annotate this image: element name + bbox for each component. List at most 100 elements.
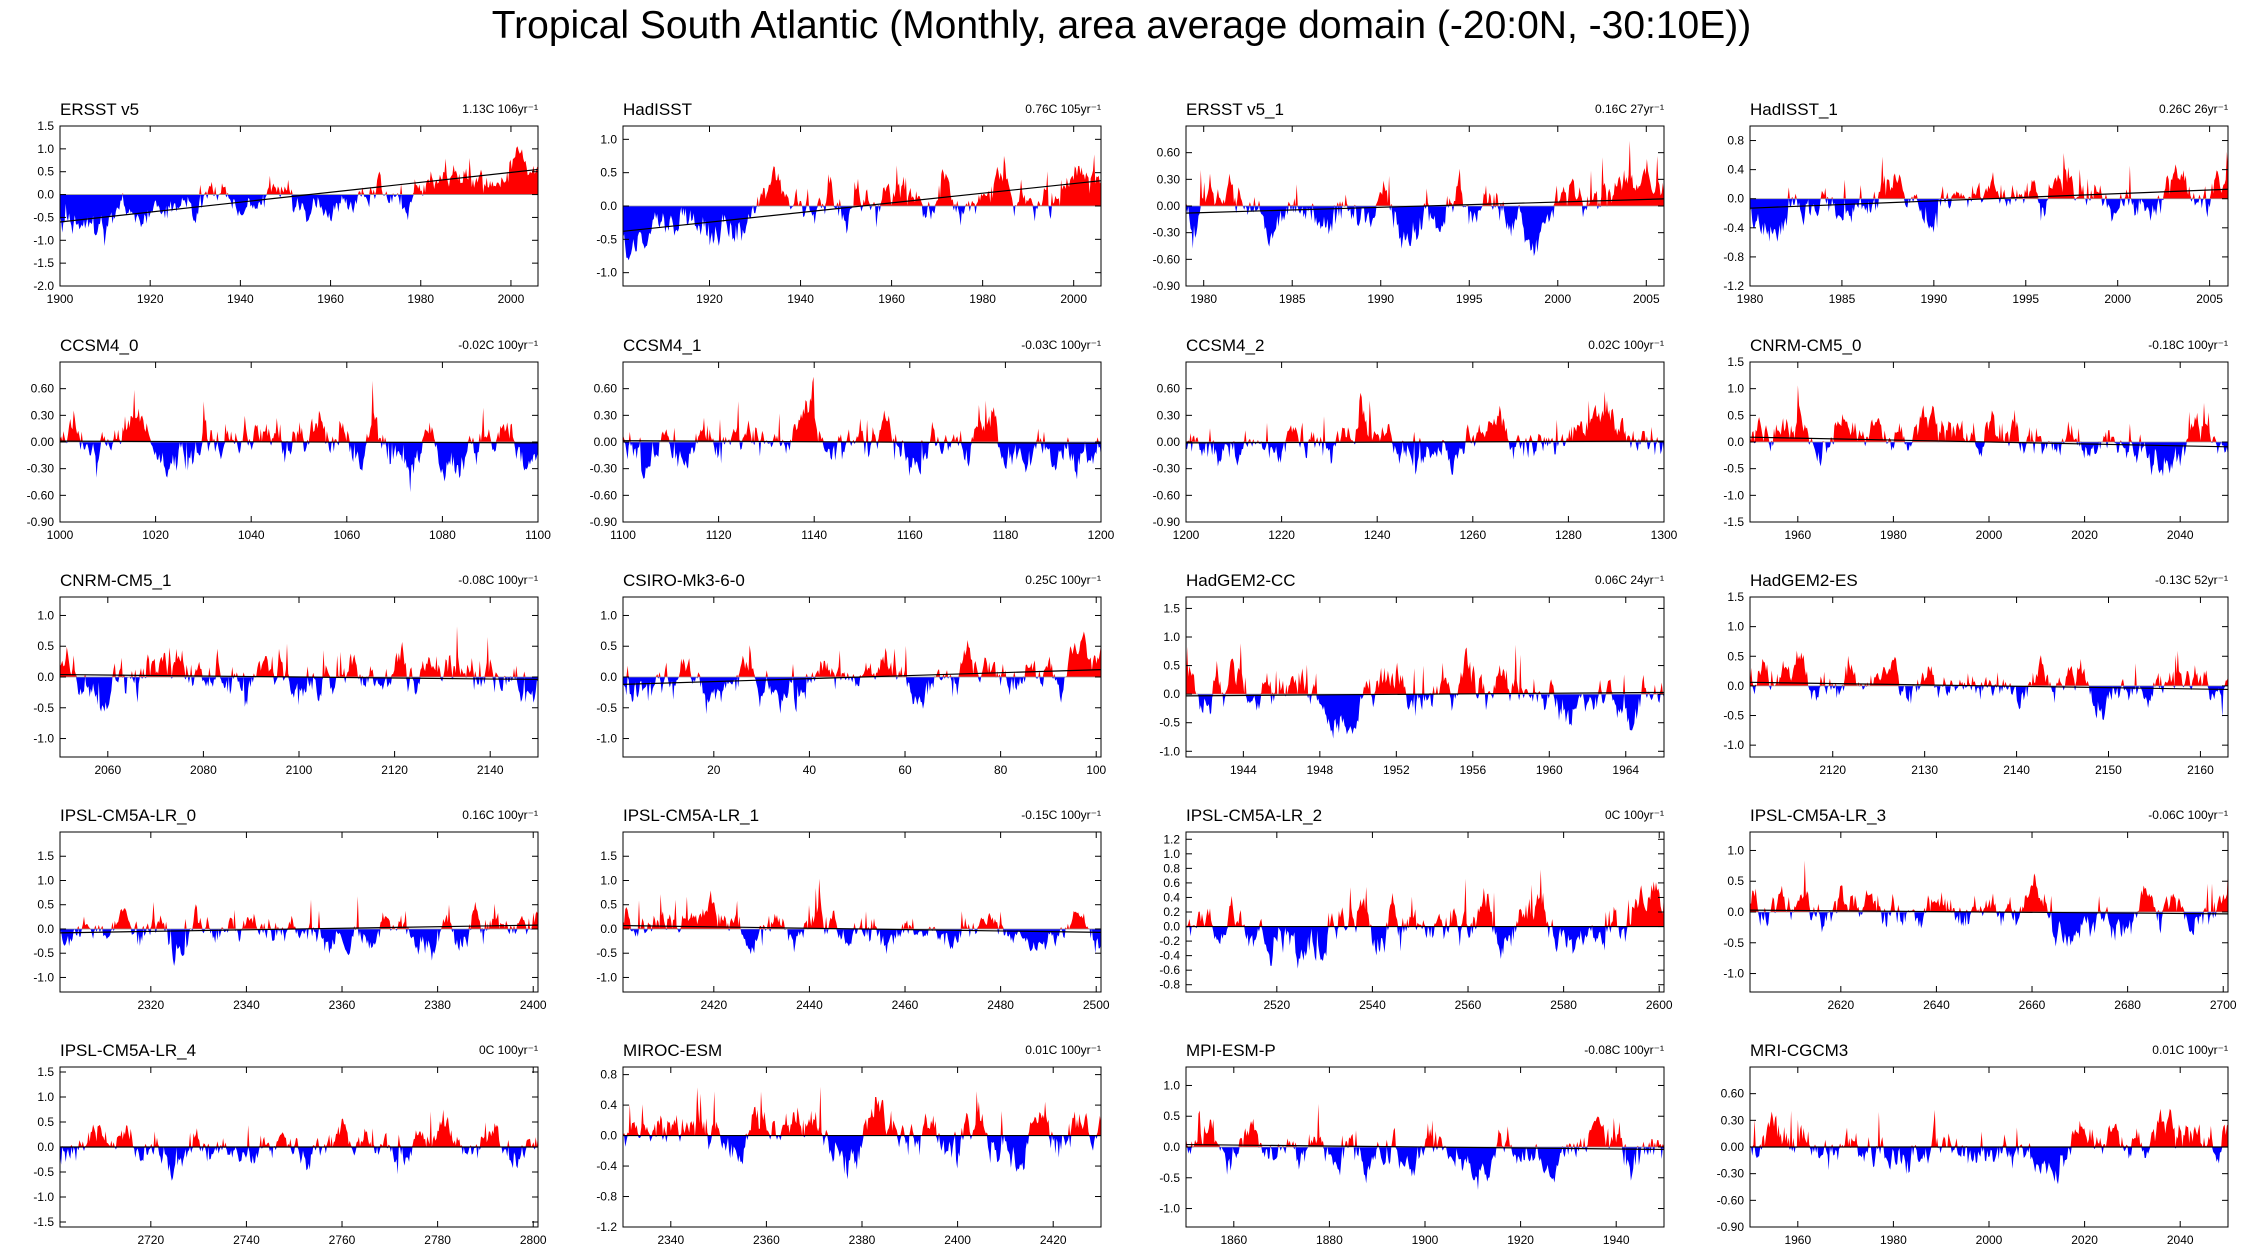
x-tick-label: 2000 [2104, 292, 2131, 306]
y-tick-label: 1.0 [1163, 847, 1180, 861]
y-tick-label: -0.5 [596, 946, 617, 960]
x-tick-label: 2120 [1819, 763, 1846, 777]
y-tick-label: -0.30 [1717, 1167, 1745, 1181]
y-tick-label: -0.90 [1153, 279, 1181, 293]
plot-frame [622, 1066, 1102, 1228]
x-tick-label: 2400 [520, 998, 547, 1012]
x-tick-label: 1952 [1383, 763, 1410, 777]
y-tick-label: 0.30 [594, 408, 618, 422]
x-tick-label: 60 [898, 763, 912, 777]
trend-line [59, 673, 539, 681]
y-tick-label: -0.2 [1159, 934, 1180, 948]
y-tick-label: 0.0 [1163, 920, 1180, 934]
panel-15: -0.8-0.6-0.4-0.20.00.20.40.60.81.01.2 252… [1159, 806, 1673, 1012]
y-tick-label: -1.0 [596, 732, 617, 746]
trend-line [1185, 198, 1665, 214]
y-tick-label: 0.5 [37, 639, 54, 653]
y-tick-label: -1.5 [1723, 515, 1744, 529]
y-tick-label: 0.0 [1727, 679, 1744, 693]
positive-anomaly-area [60, 626, 538, 677]
trend-line [622, 669, 1102, 685]
x-tick-label: 2380 [849, 1233, 876, 1247]
y-tick-label: 0.5 [600, 639, 617, 653]
y-tick-label: -0.30 [590, 462, 618, 476]
plot-frame [59, 831, 539, 993]
plot-frame [1185, 596, 1665, 758]
x-tick-label: 2680 [2114, 998, 2141, 1012]
x-tick-label: 1980 [407, 292, 434, 306]
x-tick-label: 1160 [897, 528, 923, 542]
y-tick-label: -0.90 [590, 515, 618, 529]
panel-4: -1.2 -0.8 -0.4 0.0 0.4 0.8 1980 1985 1990 1995 200… [1723, 100, 2229, 306]
panel-1: -2.0 -1.5 -1.0 -0.5 0.0 0.5 1.0 1.5 1900 1920 1940… [33, 100, 539, 306]
page-title: Tropical South Atlantic (Monthly, area a… [491, 4, 1752, 47]
y-tick-label: 1.0 [37, 1090, 54, 1104]
x-tick-label: 1980 [1190, 292, 1217, 306]
trend-line [622, 440, 1102, 444]
y-tick-label: 1.0 [1727, 620, 1744, 634]
negative-anomaly-area [1750, 442, 2228, 477]
positive-anomaly-area [1750, 385, 2228, 442]
y-tick-label: 0.5 [1163, 659, 1180, 673]
y-tick-label: 1.0 [600, 608, 617, 622]
trend-line [1749, 188, 2229, 209]
y-tick-label: 0.8 [1163, 861, 1180, 875]
panel-8: -1.5 -1.0 -0.5 0.0 0.5 1.0 1.5 1960 1980 2000 2020… [1723, 336, 2229, 542]
y-tick-label: -1.5 [33, 1215, 54, 1229]
y-tick-label: 0.5 [600, 166, 617, 180]
x-tick-label: 2440 [796, 998, 823, 1012]
panel-5: -0.90 -0.60 -0.30 0.00 0.30 0.60 1000 1020 1040 1… [27, 336, 552, 542]
panel-title: HadISST [623, 100, 692, 119]
x-tick-label: 1020 [142, 528, 169, 542]
y-tick-label: 1.0 [1727, 843, 1744, 857]
x-tick-label: 1100 [525, 528, 551, 542]
y-tick-label: 1.5 [37, 1065, 54, 1079]
y-tick-label: 1.0 [1163, 630, 1180, 644]
negative-anomaly-area [623, 928, 1101, 955]
y-tick-label: 0.00 [1721, 1140, 1745, 1154]
y-tick-label: 1.5 [1727, 590, 1744, 604]
x-tick-label: 1985 [1279, 292, 1306, 306]
y-tick-label: -0.8 [596, 1190, 617, 1204]
negative-anomaly-area [623, 677, 1101, 715]
x-tick-label: 1860 [1220, 1233, 1247, 1247]
y-tick-label: -1.2 [1723, 279, 1744, 293]
y-tick-label: -0.4 [1723, 221, 1744, 235]
x-tick-label: 2130 [1911, 763, 1938, 777]
trend-label: 0.01C 100yr⁻¹ [2152, 1043, 2228, 1057]
x-tick-label: 1920 [696, 292, 723, 306]
x-tick-label: 1960 [317, 292, 344, 306]
y-tick-label: -0.4 [596, 1159, 617, 1173]
plot-frame [1749, 596, 2229, 758]
x-tick-label: 1990 [1920, 292, 1947, 306]
x-tick-label: 40 [803, 763, 817, 777]
positive-anomaly-area [60, 896, 538, 929]
trend-line [1749, 436, 2229, 448]
y-tick-label: -2.0 [33, 279, 54, 293]
y-tick-label: 1.0 [37, 873, 54, 887]
panel-title: ERSST v5 [60, 100, 139, 119]
x-tick-label: 2480 [987, 998, 1014, 1012]
y-tick-label: 0.0 [1727, 435, 1744, 449]
trend-label: -0.03C 100yr⁻¹ [1021, 338, 1101, 352]
y-tick-label: -0.60 [1717, 1193, 1745, 1207]
y-tick-label: -0.5 [1159, 1171, 1180, 1185]
y-tick-label: -0.5 [1723, 936, 1744, 950]
trend-label: -0.08C 100yr⁻¹ [458, 573, 538, 587]
panel-10: -1.0 -0.5 0.0 0.5 1.0 20 40 60 80 100 CSIRO-Mk3-6-… [596, 571, 1106, 777]
y-tick-label: 0.2 [1163, 905, 1180, 919]
x-tick-label: 1995 [1456, 292, 1483, 306]
trend-label: 0.16C 100yr⁻¹ [462, 808, 538, 822]
y-tick-label: 1.5 [37, 119, 54, 133]
y-tick-label: -0.5 [596, 701, 617, 715]
negative-anomaly-area [1186, 694, 1664, 739]
y-tick-label: 0.8 [600, 1068, 617, 1082]
x-tick-label: 2000 [1976, 528, 2003, 542]
x-tick-label: 2360 [753, 1233, 780, 1247]
y-tick-label: 1.0 [37, 608, 54, 622]
negative-anomaly-area [1186, 206, 1664, 257]
y-tick-label: 0.00 [1157, 199, 1181, 213]
panel-title: HadGEM2-CC [1186, 571, 1296, 590]
trend-label: 0.26C 26yr⁻¹ [2159, 102, 2228, 116]
x-tick-label: 1920 [1507, 1233, 1534, 1247]
